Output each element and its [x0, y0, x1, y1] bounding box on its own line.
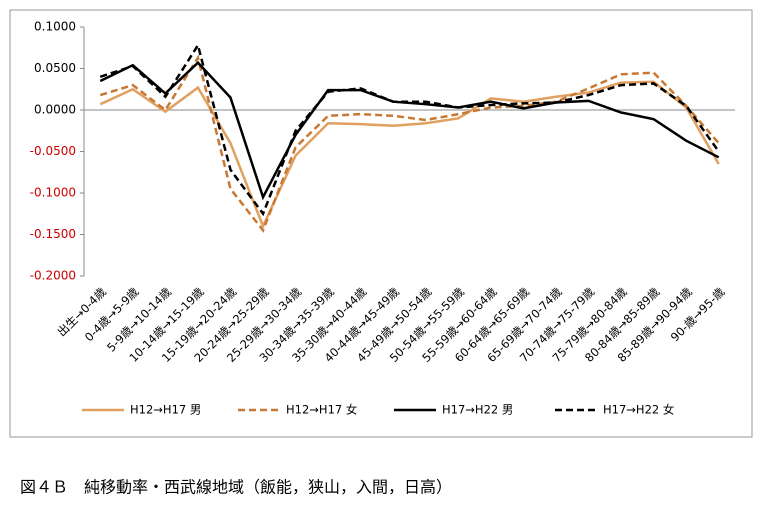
series-line — [99, 54, 720, 233]
y-tick-label: -0.1000 — [30, 186, 76, 200]
legend-label: H17→H22 女 — [603, 403, 674, 417]
legend-label: H12→H17 男 — [130, 403, 201, 417]
y-tick-label: -0.2000 — [30, 269, 76, 283]
legend-label: H12→H17 女 — [286, 403, 357, 417]
series-line — [99, 80, 720, 230]
y-tick-label: 0.0500 — [34, 61, 76, 75]
y-tick-label: 0.1000 — [34, 20, 76, 34]
y-tick-label: -0.1500 — [30, 227, 76, 241]
y-tick-label: 0.0000 — [34, 103, 76, 117]
caption: 図４Ｂ 純移動率・西武線地域（飯能，狭山，入間，日高） — [20, 478, 452, 497]
chart-frame — [9, 9, 753, 438]
y-tick-label: -0.0500 — [30, 144, 76, 158]
legend-label: H17→H22 男 — [442, 403, 513, 417]
series-line — [99, 60, 720, 201]
